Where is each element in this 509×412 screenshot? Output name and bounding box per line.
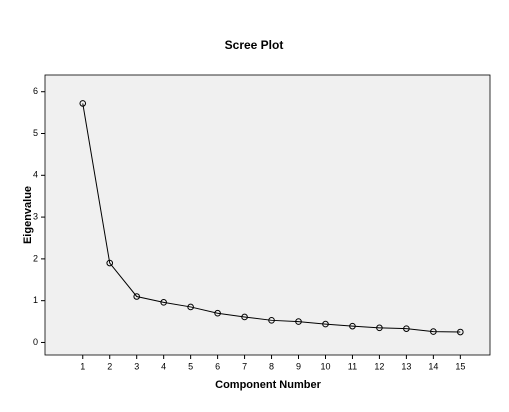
x-tick-label: 12 [374, 361, 384, 371]
data-point [187, 303, 194, 311]
x-tick-label: 14 [428, 361, 438, 371]
data-point [106, 259, 114, 267]
plot-area [44, 74, 491, 356]
x-tick-label: 1 [80, 361, 85, 371]
x-tick-label: 7 [242, 361, 247, 371]
x-tick-label: 13 [401, 361, 411, 371]
data-point [322, 320, 329, 328]
data-point [214, 309, 221, 317]
x-tick-label: 8 [269, 361, 274, 371]
y-axis-label: Eigenvalue [22, 186, 34, 244]
y-tick-label: 4 [33, 170, 38, 180]
x-tick-label: 15 [455, 361, 465, 371]
x-tick-label: 4 [161, 361, 166, 371]
x-tick-label: 10 [320, 361, 330, 371]
data-point [457, 328, 464, 336]
data-point [160, 299, 167, 306]
data-point [79, 100, 87, 107]
x-tick-label: 2 [107, 361, 112, 371]
data-point [133, 293, 140, 300]
data-point [430, 328, 437, 335]
y-tick-label: 5 [33, 128, 38, 138]
y-tick-label: 0 [33, 337, 38, 347]
data-point [268, 317, 275, 324]
x-tick-label: 6 [215, 361, 220, 371]
y-tick-label: 3 [33, 211, 38, 221]
data-point [403, 325, 410, 332]
chart-title: Scree Plot [225, 38, 284, 52]
data-point [241, 313, 248, 321]
x-axis-label: Component Number [215, 379, 321, 391]
y-tick-label: 6 [33, 86, 38, 96]
data-point [295, 318, 302, 325]
data-point [349, 322, 356, 330]
x-tick-label: 5 [188, 361, 193, 371]
data-point [376, 324, 383, 332]
y-tick-label: 1 [33, 295, 38, 305]
x-tick-label: 3 [134, 361, 139, 371]
x-tick-label: 11 [348, 361, 357, 371]
y-tick-label: 2 [33, 253, 38, 263]
x-tick-label: 9 [296, 361, 301, 371]
data-line [82, 103, 461, 333]
